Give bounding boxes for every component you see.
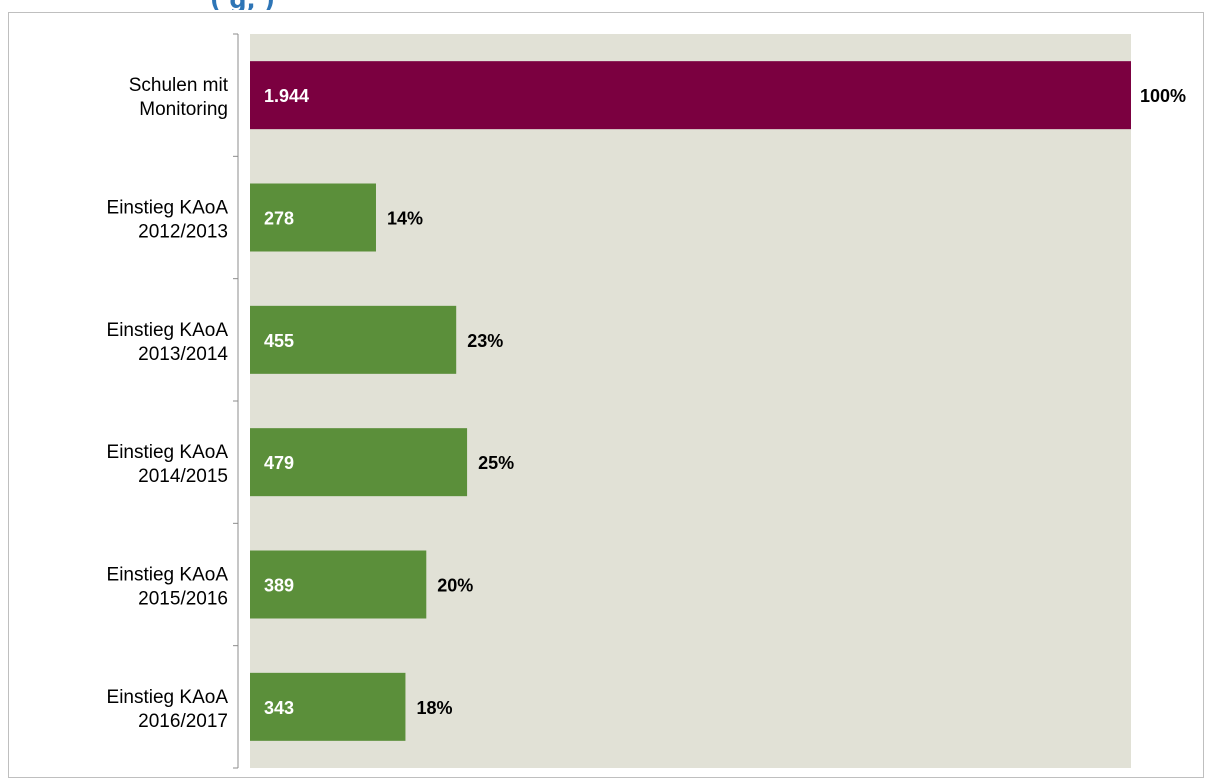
- category-label: Schulen mit Monitoring: [129, 75, 229, 120]
- bar-total: [250, 61, 1131, 130]
- bar-percent-label: 14%: [387, 209, 423, 229]
- bar-percent-label: 18%: [416, 698, 452, 718]
- category-label: Einstieg KAoA 2016/2017: [107, 687, 229, 732]
- category-label-line: Monitoring: [139, 99, 228, 120]
- bar: [250, 550, 427, 619]
- category-label: Einstieg KAoA 2012/2013: [107, 198, 229, 243]
- category-label-line: Einstieg KAoA: [107, 198, 229, 219]
- bar-percent-label: 25%: [478, 453, 514, 473]
- bar: [250, 305, 457, 374]
- category-label-line: 2016/2017: [138, 711, 228, 732]
- bar-value-label: 343: [264, 698, 294, 718]
- bar: [250, 183, 376, 252]
- bar-value-label: 389: [264, 576, 294, 596]
- partial-title: ( g, ): [210, 0, 275, 10]
- category-label-line: Schulen mit: [129, 75, 229, 96]
- category-label-line: 2014/2015: [138, 466, 228, 487]
- bar-value-label: 479: [264, 453, 294, 473]
- bar-value-label: 1.944: [264, 86, 309, 106]
- category-label-line: Einstieg KAoA: [107, 565, 229, 586]
- bar-percent-label: 20%: [437, 576, 473, 596]
- bar: [250, 428, 468, 497]
- bar-value-label: 455: [264, 331, 294, 351]
- category-label-line: 2012/2013: [138, 222, 228, 243]
- category-label: Einstieg KAoA 2013/2014: [107, 320, 229, 365]
- category-label: Einstieg KAoA 2014/2015: [107, 442, 229, 487]
- category-label: Einstieg KAoA 2015/2016: [107, 565, 229, 610]
- bar-percent-label: 23%: [467, 331, 503, 351]
- category-label-line: Einstieg KAoA: [107, 320, 229, 341]
- category-label-line: Einstieg KAoA: [107, 687, 229, 708]
- plot-area: [250, 34, 1131, 768]
- bar: [250, 672, 406, 741]
- category-label-line: Einstieg KAoA: [107, 442, 229, 463]
- category-label-line: 2015/2016: [138, 589, 228, 610]
- bar-percent-label: 100%: [1140, 86, 1186, 106]
- category-label-line: 2013/2014: [138, 344, 228, 365]
- bar-value-label: 278: [264, 209, 294, 229]
